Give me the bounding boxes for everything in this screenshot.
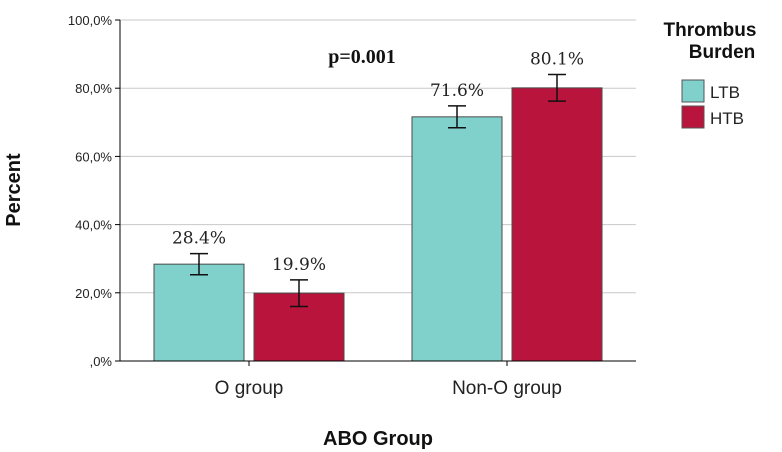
y-tick-labels: ,0% 20,0% 40,0% 60,0% 80,0% 100,0% xyxy=(68,13,120,369)
axes xyxy=(119,20,636,362)
y-tick-label-5: 100,0% xyxy=(68,13,113,28)
y-axis-title: Percent xyxy=(3,153,25,227)
data-label-htb-0: 19.9% xyxy=(272,255,326,275)
bar-ltb-1 xyxy=(411,116,503,362)
bars xyxy=(153,73,603,362)
bar-ltb-0 xyxy=(153,263,245,362)
y-tick-label-1: 20,0% xyxy=(75,286,112,301)
p-value-annotation: p=0.001 xyxy=(328,46,396,68)
data-label-ltb-0: 28.4% xyxy=(172,229,226,249)
data-labels: 28.4% 19.9% 71.6% 80.1% xyxy=(172,50,584,275)
data-label-ltb-1: 71.6% xyxy=(430,81,484,101)
legend: Thrombus Burden LTB HTB xyxy=(664,20,757,129)
data-label-htb-1: 80.1% xyxy=(530,50,584,70)
x-axis-title: ABO Group xyxy=(323,428,433,450)
x-category-labels: O group Non-O group xyxy=(215,361,562,399)
legend-label-htb: HTB xyxy=(710,109,744,128)
legend-title-line-1: Thrombus xyxy=(664,20,757,41)
legend-label-ltb: LTB xyxy=(710,83,740,102)
legend-title-line-2: Burden xyxy=(689,42,756,63)
y-tick-label-2: 40,0% xyxy=(75,218,112,233)
x-category-label-0: O group xyxy=(215,378,284,399)
bar-htb-1 xyxy=(511,87,603,362)
x-category-label-1: Non-O group xyxy=(452,378,562,399)
legend-swatch-ltb xyxy=(681,79,705,103)
y-tick-label-4: 80,0% xyxy=(75,81,112,96)
y-tick-label-0: ,0% xyxy=(90,354,113,369)
y-tick-label-3: 60,0% xyxy=(75,149,112,164)
legend-swatch-htb xyxy=(681,105,705,129)
